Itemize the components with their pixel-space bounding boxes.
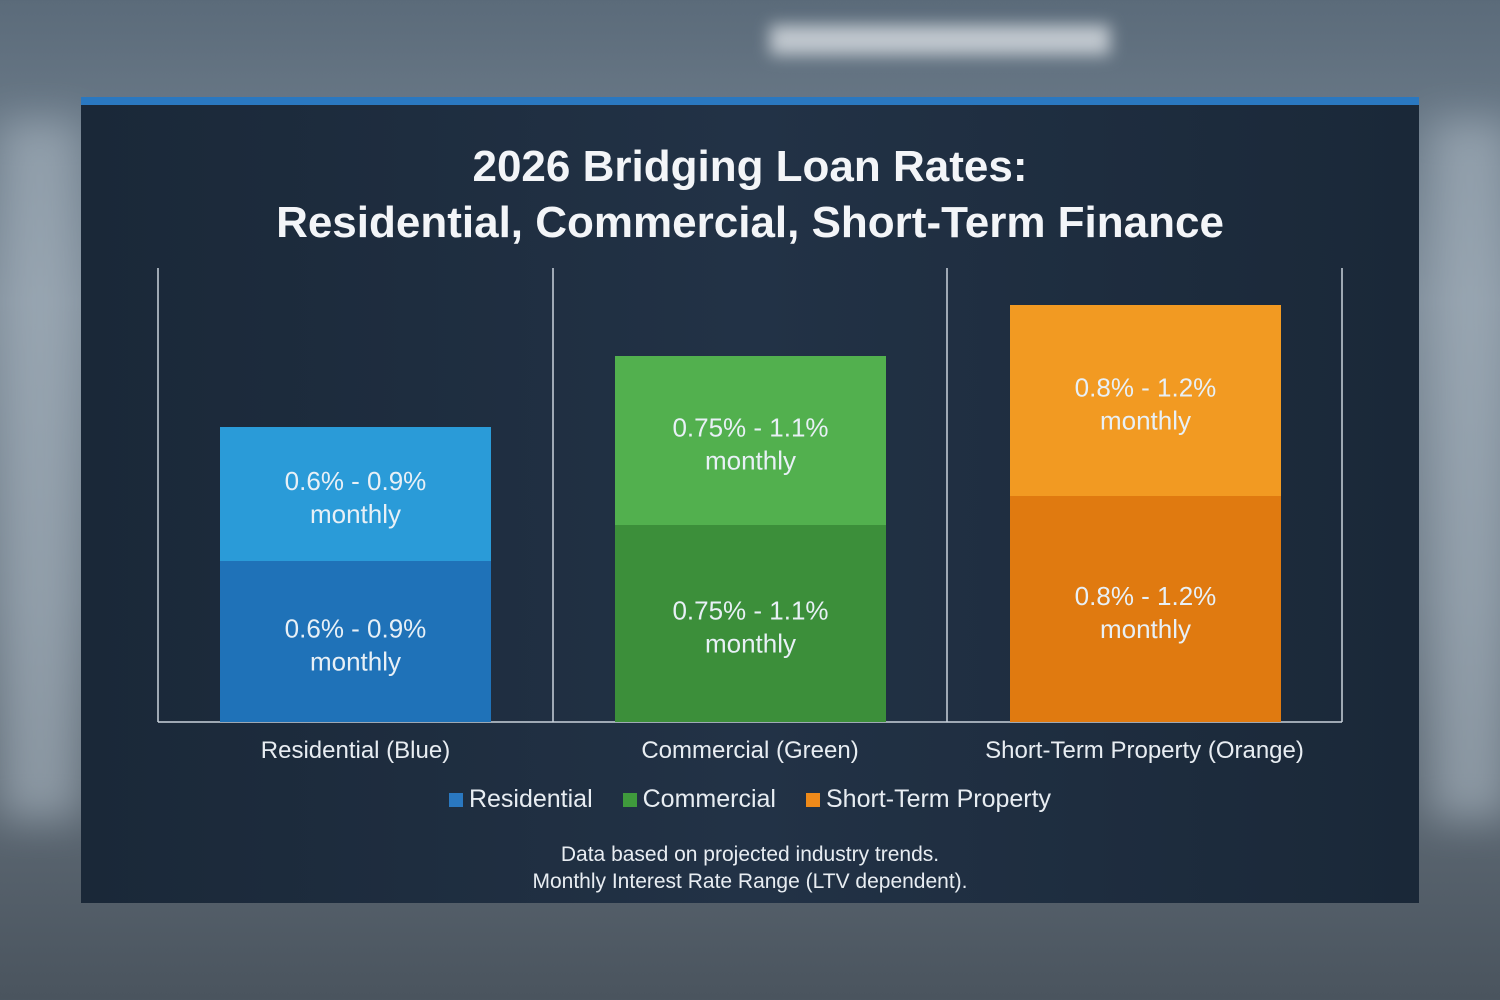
legend-label: Commercial [642, 785, 776, 813]
title-line-1: 2026 Bridging Loan Rates: [472, 142, 1028, 191]
legend-item-commercial: Commercial [622, 785, 776, 814]
category-label: Short-Term Property (Orange) [985, 737, 1304, 764]
background-window [0, 120, 80, 820]
segment-label: 0.8% - 1.2% [1075, 373, 1217, 403]
legend-swatch [805, 792, 820, 807]
legend: Residential Commercial Short-Term Proper… [81, 785, 1419, 814]
legend-item-short-term: Short-Term Property [805, 785, 1052, 814]
bar-segment [615, 356, 886, 525]
segment-label: monthly [705, 629, 796, 659]
legend-label: Short-Term Property [825, 785, 1052, 813]
bar-segment [220, 561, 491, 722]
chart-title: 2026 Bridging Loan Rates: Residential, C… [81, 139, 1419, 251]
footnote: Data based on projected industry trends.… [81, 841, 1419, 895]
segment-label: monthly [310, 647, 401, 677]
legend-label: Residential [468, 785, 593, 813]
bar-segment [615, 525, 886, 722]
segment-label: monthly [705, 446, 796, 476]
bar-segment [1010, 305, 1281, 496]
legend-swatch [622, 792, 637, 807]
segment-label: 0.75% - 1.1% [672, 596, 828, 626]
segment-label: 0.6% - 0.9% [285, 614, 427, 644]
footnote-line-1: Data based on projected industry trends. [560, 843, 940, 866]
segment-label: 0.6% - 0.9% [285, 466, 427, 496]
segment-label: 0.8% - 1.2% [1075, 581, 1217, 611]
bar-segment [220, 427, 491, 561]
title-line-2: Residential, Commercial, Short-Term Fina… [276, 198, 1224, 247]
legend-item-residential: Residential [448, 785, 593, 814]
footnote-line-2: Monthly Interest Rate Range (LTV depende… [532, 870, 968, 893]
legend-swatch [448, 792, 463, 807]
segment-label: monthly [310, 499, 401, 529]
background-window [1430, 120, 1500, 820]
segment-label: 0.75% - 1.1% [672, 413, 828, 443]
background-ceiling-light [770, 25, 1110, 55]
category-label: Commercial (Green) [641, 737, 858, 764]
bar-segment [1010, 496, 1281, 722]
segment-label: monthly [1100, 406, 1191, 436]
segment-label: monthly [1100, 614, 1191, 644]
category-label: Residential (Blue) [261, 737, 450, 764]
